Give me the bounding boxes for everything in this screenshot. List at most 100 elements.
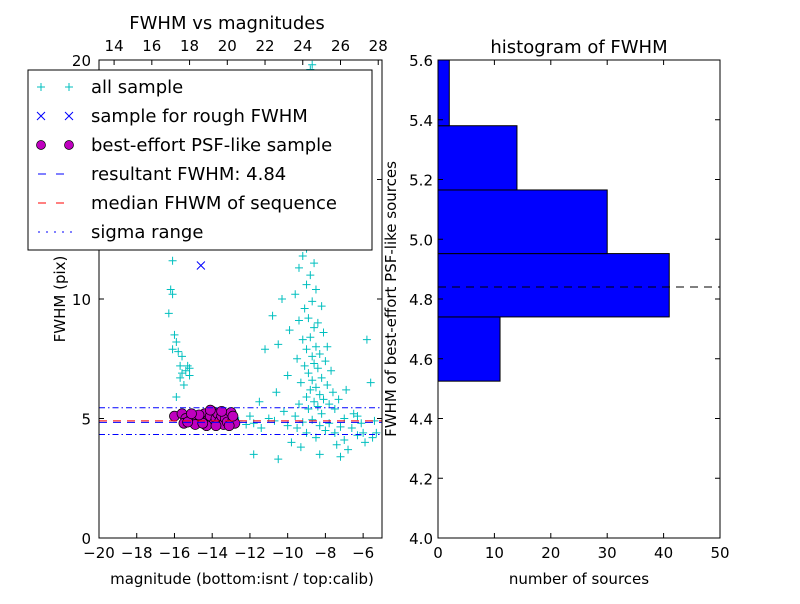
all-sample-point	[279, 407, 288, 416]
x-tick-label: −8	[314, 544, 336, 562]
all-sample-point	[323, 381, 332, 390]
all-sample-point	[344, 445, 353, 454]
all-sample-point	[164, 309, 173, 318]
top-x-tick-label: 14	[105, 37, 124, 55]
all-sample-point	[315, 450, 324, 459]
top-x-tick-label: 18	[180, 37, 199, 55]
histogram-title: histogram of FWHM	[490, 37, 667, 58]
all-sample-point	[340, 436, 349, 445]
legend-label: median FHWM of sequence	[91, 193, 337, 214]
all-sample-point	[313, 318, 322, 327]
histogram-bar	[438, 253, 670, 318]
x-tick-label: 10	[485, 544, 504, 562]
all-sample-point	[285, 326, 294, 335]
all-sample-point	[328, 388, 337, 397]
all-sample-point	[317, 373, 326, 382]
all-sample-point	[304, 314, 313, 323]
y-tick-label: 4.2	[409, 470, 433, 488]
all-sample-point	[291, 412, 300, 421]
all-sample-point	[291, 290, 300, 299]
all-sample-point	[274, 340, 283, 349]
all-sample-point	[310, 259, 319, 268]
all-sample-point	[272, 388, 281, 397]
all-sample-point	[353, 431, 362, 440]
all-sample-point	[298, 335, 307, 344]
all-sample-point	[168, 290, 177, 299]
legend: all sample sample for rough FWHM best-effo…	[27, 69, 373, 251]
all-sample-point	[336, 422, 345, 431]
all-sample-point	[172, 392, 181, 401]
x-tick-label: 0	[433, 544, 443, 562]
y-tick-label: 5.0	[409, 231, 433, 249]
all-sample-point	[185, 371, 194, 380]
all-sample-point	[170, 330, 179, 339]
all-sample-point	[317, 409, 326, 418]
all-sample-point	[321, 357, 330, 366]
x-tick-label: 30	[598, 544, 617, 562]
all-sample-point	[294, 316, 303, 325]
y-tick-label: 4.8	[409, 291, 433, 309]
all-sample-point	[311, 285, 320, 294]
all-sample-point	[321, 426, 330, 435]
x-tick-label: −14	[196, 544, 228, 562]
all-sample-point	[300, 361, 309, 370]
all-sample-point	[336, 452, 345, 461]
legend-plus-icon	[37, 83, 45, 91]
all-sample-point	[347, 424, 356, 433]
all-sample-point	[327, 366, 336, 375]
x-tick-label: −6	[352, 544, 374, 562]
all-sample-point	[168, 345, 177, 354]
all-sample-point	[306, 333, 315, 342]
y-tick-label: 5.6	[409, 52, 433, 70]
all-sample-point	[308, 352, 317, 361]
all-sample-point	[315, 349, 324, 358]
all-sample-point	[283, 371, 292, 380]
all-sample-point	[372, 428, 381, 437]
all-sample-point	[359, 428, 368, 437]
all-sample-point	[308, 297, 317, 306]
x-tick-label: −20	[83, 544, 115, 562]
all-sample-point	[366, 378, 375, 387]
all-sample-point	[306, 271, 315, 280]
legend-label: sample for rough FWHM	[91, 106, 308, 127]
all-sample-point	[287, 438, 296, 447]
all-sample-point	[315, 390, 324, 399]
y-tick-label: 4.0	[409, 530, 433, 548]
all-sample-point	[242, 420, 251, 429]
x-tick-label: 20	[541, 544, 560, 562]
all-sample-point	[245, 412, 254, 421]
legend-label: sigma range	[91, 222, 203, 243]
all-sample-point	[304, 369, 313, 378]
psf-like-point	[227, 410, 239, 422]
y-tick-label: 4.4	[409, 411, 433, 429]
all-sample-point	[313, 364, 322, 373]
all-sample-point	[294, 263, 303, 272]
scatter-xlabel: magnitude (bottom:isnt / top:calib)	[110, 570, 374, 588]
all-sample-point	[310, 323, 319, 332]
rough-sample-point	[196, 261, 206, 270]
scatter-title: FWHM vs magnitudes	[129, 13, 324, 34]
top-x-tick-label: 20	[218, 37, 237, 55]
all-sample-point	[255, 397, 264, 406]
legend-circle-icon	[64, 140, 74, 150]
x-tick-label: −16	[159, 544, 191, 562]
scatter-plot: FWHM vs magnitudes magnitude (bottom:isn…	[27, 13, 388, 588]
top-x-tick-label: 22	[255, 37, 274, 55]
all-sample-point	[300, 304, 309, 313]
psf-like-point	[186, 408, 197, 420]
all-sample-point	[342, 385, 351, 394]
legend-plus-icon	[65, 83, 73, 91]
x-tick-label: 40	[654, 544, 673, 562]
all-sample-point	[319, 395, 328, 404]
top-x-tick-label: 28	[369, 37, 388, 55]
y-tick-label: 10	[72, 291, 91, 309]
all-sample-point	[302, 428, 311, 437]
top-x-tick-label: 26	[331, 37, 350, 55]
y-tick-label: 20	[72, 52, 91, 70]
all-sample-point	[298, 251, 307, 260]
all-sample-point	[174, 347, 183, 356]
all-sample-point	[308, 60, 317, 69]
all-sample-point	[330, 428, 339, 437]
all-sample-point	[166, 285, 175, 294]
